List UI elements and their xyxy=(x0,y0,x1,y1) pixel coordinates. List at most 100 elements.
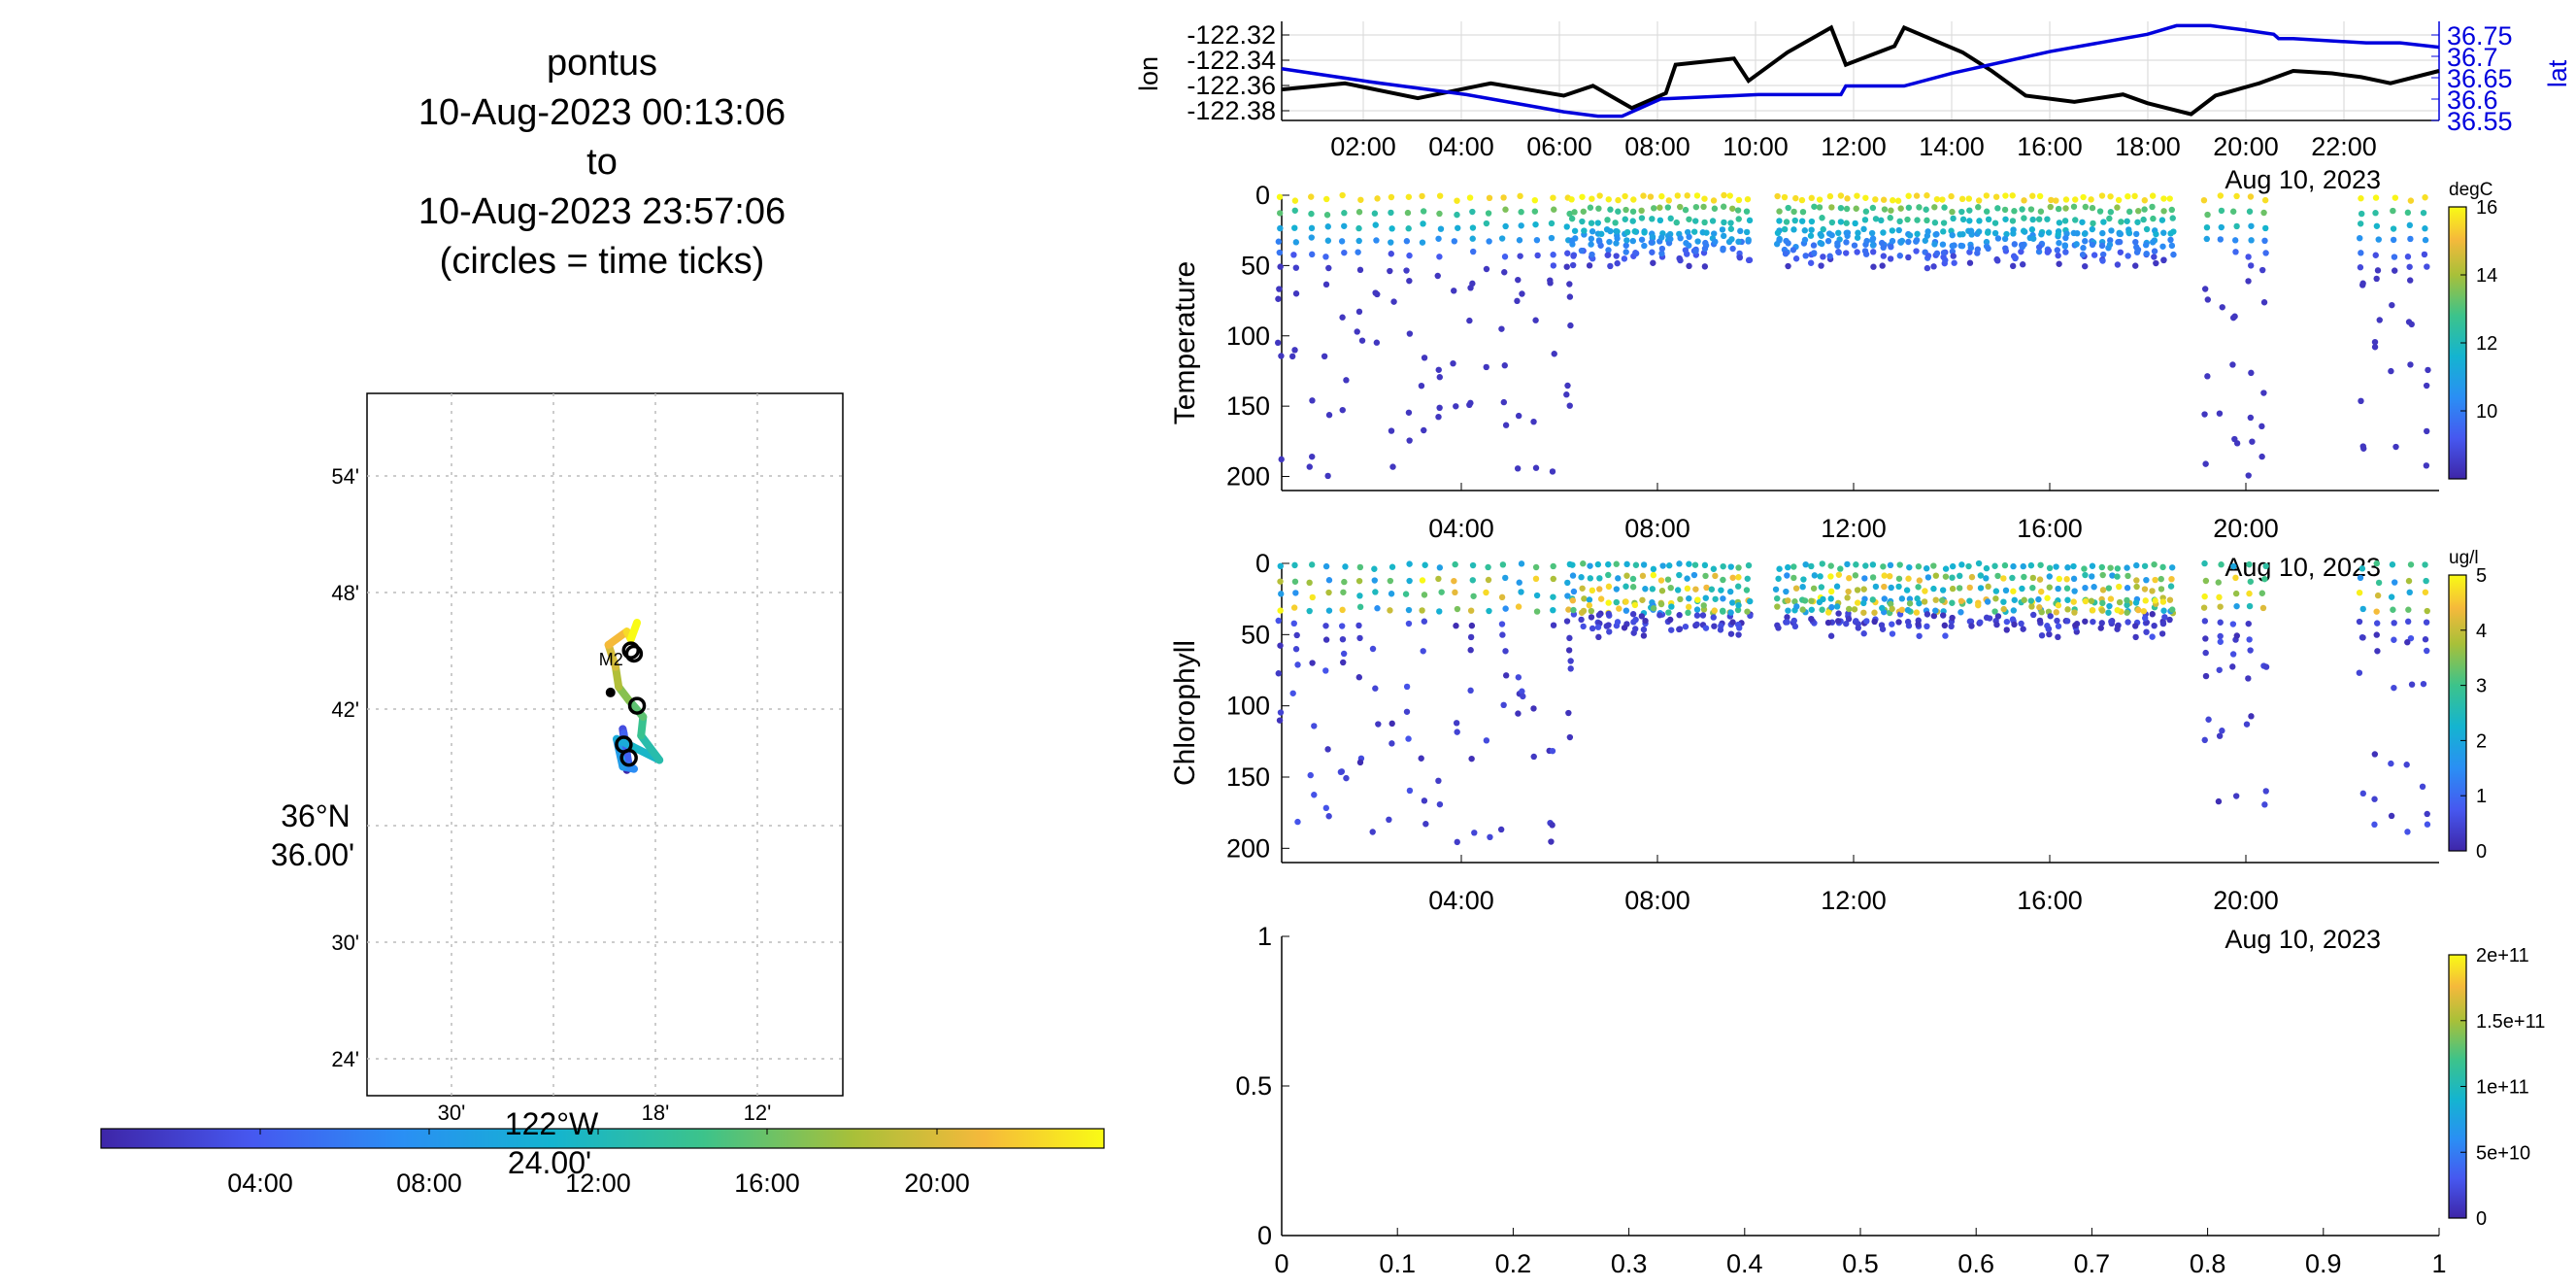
temperature-data-point xyxy=(2371,338,2379,346)
chlorophyll-data-point xyxy=(2098,563,2106,571)
chlorophyll-data-point xyxy=(2089,573,2095,580)
chlorophyll-data-point xyxy=(1388,591,1395,597)
chlorophyll-data-point xyxy=(1594,624,1602,630)
temperature-data-point xyxy=(1308,224,1316,232)
temperature-data-point xyxy=(1548,220,1556,227)
temperature-data-point xyxy=(1390,298,1397,305)
chlorophyll-data-point xyxy=(1666,562,1673,569)
temperature-data-point xyxy=(1683,240,1689,247)
temperature-data-point xyxy=(1623,237,1630,244)
chlorophyll-data-point xyxy=(1833,603,1841,610)
lonlat-lat-series-line xyxy=(1281,23,2440,119)
chlorophyll-data-point xyxy=(1735,564,1742,571)
temperature-data-point xyxy=(2021,215,2027,221)
chlorophyll-data-point xyxy=(1720,576,1726,584)
chlorophyll-data-point xyxy=(1827,595,1834,602)
chlorophyll-data-point xyxy=(1311,723,1318,729)
chlorophyll-data-point xyxy=(1322,562,1330,570)
chlorophyll-data-point xyxy=(2140,608,2148,615)
map-station-marker xyxy=(605,687,616,697)
chlorophyll-data-point xyxy=(2107,595,2115,602)
map-colorbar-label: 04:00 xyxy=(227,1169,293,1198)
chlorophyll-data-point xyxy=(1388,740,1395,747)
chlorophyll-data-point xyxy=(1372,685,1379,692)
chlorophyll-data-point xyxy=(2356,669,2363,676)
temperature-data-point xyxy=(1486,194,1493,202)
temperature-data-point xyxy=(1711,230,1718,237)
chlorophyll-data-point xyxy=(1984,598,1991,605)
temperature-data-point xyxy=(2372,252,2379,258)
temperature-data-point xyxy=(2061,218,2069,224)
temperature-data-point xyxy=(1656,204,1663,211)
chlorophyll-data-point xyxy=(1846,605,1853,613)
temperature-data-point xyxy=(2044,249,2052,255)
chlorophyll-data-point xyxy=(2116,598,2124,606)
temperature-data-point xyxy=(1837,192,1845,199)
chlorophyll-data-point xyxy=(1924,623,1930,630)
temperature-data-point xyxy=(1880,253,1888,259)
temperature-data-point xyxy=(1586,262,1593,269)
chlorophyll-data-point xyxy=(2216,666,2223,673)
chlorophyll-data-point xyxy=(1727,630,1735,637)
temperature-data-point xyxy=(1357,196,1364,203)
temperature-data-point xyxy=(1737,227,1744,235)
chlorophyll-data-point xyxy=(1835,571,1843,578)
temperature-data-point xyxy=(1550,194,1556,201)
map-colorbar-label: 20:00 xyxy=(904,1169,970,1198)
lonlat-ytick-label: -122.32 xyxy=(1187,20,1276,50)
chlorophyll-data-point xyxy=(1887,561,1894,569)
chlorophyll-data-point xyxy=(2116,583,2123,591)
temperature-data-point xyxy=(1466,194,1474,201)
temperature-data-point xyxy=(1518,222,1524,229)
chlorophyll-data-point xyxy=(1454,838,1460,846)
chlorophyll-data-point xyxy=(1325,607,1333,614)
temperature-data-point xyxy=(1790,226,1797,233)
temperature-data-point xyxy=(1338,238,1346,245)
chlorophyll-data-point xyxy=(1405,620,1413,627)
map-colorbar-label: 16:00 xyxy=(734,1169,800,1198)
chlorophyll-data-point xyxy=(1898,606,1906,614)
chlorophyll-data-point xyxy=(1785,607,1791,614)
chlorophyll-data-point xyxy=(1895,619,1902,626)
temperature-data-point xyxy=(1818,262,1824,269)
temperature-data-point xyxy=(2140,216,2147,223)
chlorophyll-data-point xyxy=(1515,674,1522,681)
temperature-data-point xyxy=(1924,192,1930,199)
temperature-data-point xyxy=(1612,220,1619,226)
lonlat-xtick-label: 18:00 xyxy=(2115,132,2181,161)
temperature-data-point xyxy=(1940,249,1948,256)
temperature-data-point xyxy=(2010,230,2017,237)
temperature-data-point xyxy=(1373,237,1380,244)
chlorophyll-data-point xyxy=(2258,590,2266,596)
chlorophyll-data-point xyxy=(1614,619,1622,626)
temperature-data-point xyxy=(2082,203,2090,211)
chlorophyll-data-point xyxy=(1309,593,1316,601)
chlorophyll-data-point xyxy=(1808,597,1815,604)
chlorophyll-data-point xyxy=(2233,632,2241,639)
chlorophyll-data-point xyxy=(1977,572,1985,579)
chlorophyll-data-point xyxy=(2247,578,2255,585)
chlorophyll-data-point xyxy=(1957,609,1964,616)
temperature-data-point xyxy=(2009,262,2017,270)
temperature-data-point xyxy=(1638,207,1645,215)
temperature-data-point xyxy=(2088,196,2094,203)
chlorophyll-data-point xyxy=(1784,614,1790,621)
chlorophyll-data-point xyxy=(2217,603,2224,610)
temperature-data-point xyxy=(1292,239,1300,246)
chlorophyll-data-point xyxy=(1659,562,1666,569)
temperature-data-point xyxy=(1950,215,1957,222)
empty-colorbar-tick-label: 1e+11 xyxy=(2476,1077,2529,1099)
chlorophyll-data-point xyxy=(2109,572,2116,579)
temperature-data-point xyxy=(2029,216,2036,223)
chlorophyll-data-point xyxy=(1387,577,1394,585)
empty-xtick-label: 0.1 xyxy=(1379,1249,1416,1278)
temperature-data-point xyxy=(1563,391,1570,398)
chlorophyll-data-point xyxy=(1811,572,1819,579)
temperature-data-point xyxy=(1854,192,1860,199)
temperature-data-point xyxy=(2407,277,2414,284)
chlorophyll-data-point xyxy=(1532,575,1540,583)
temperature-data-point xyxy=(1854,249,1860,255)
temperature-data-point xyxy=(1278,353,1285,359)
chlorophyll-data-point xyxy=(1548,838,1555,845)
